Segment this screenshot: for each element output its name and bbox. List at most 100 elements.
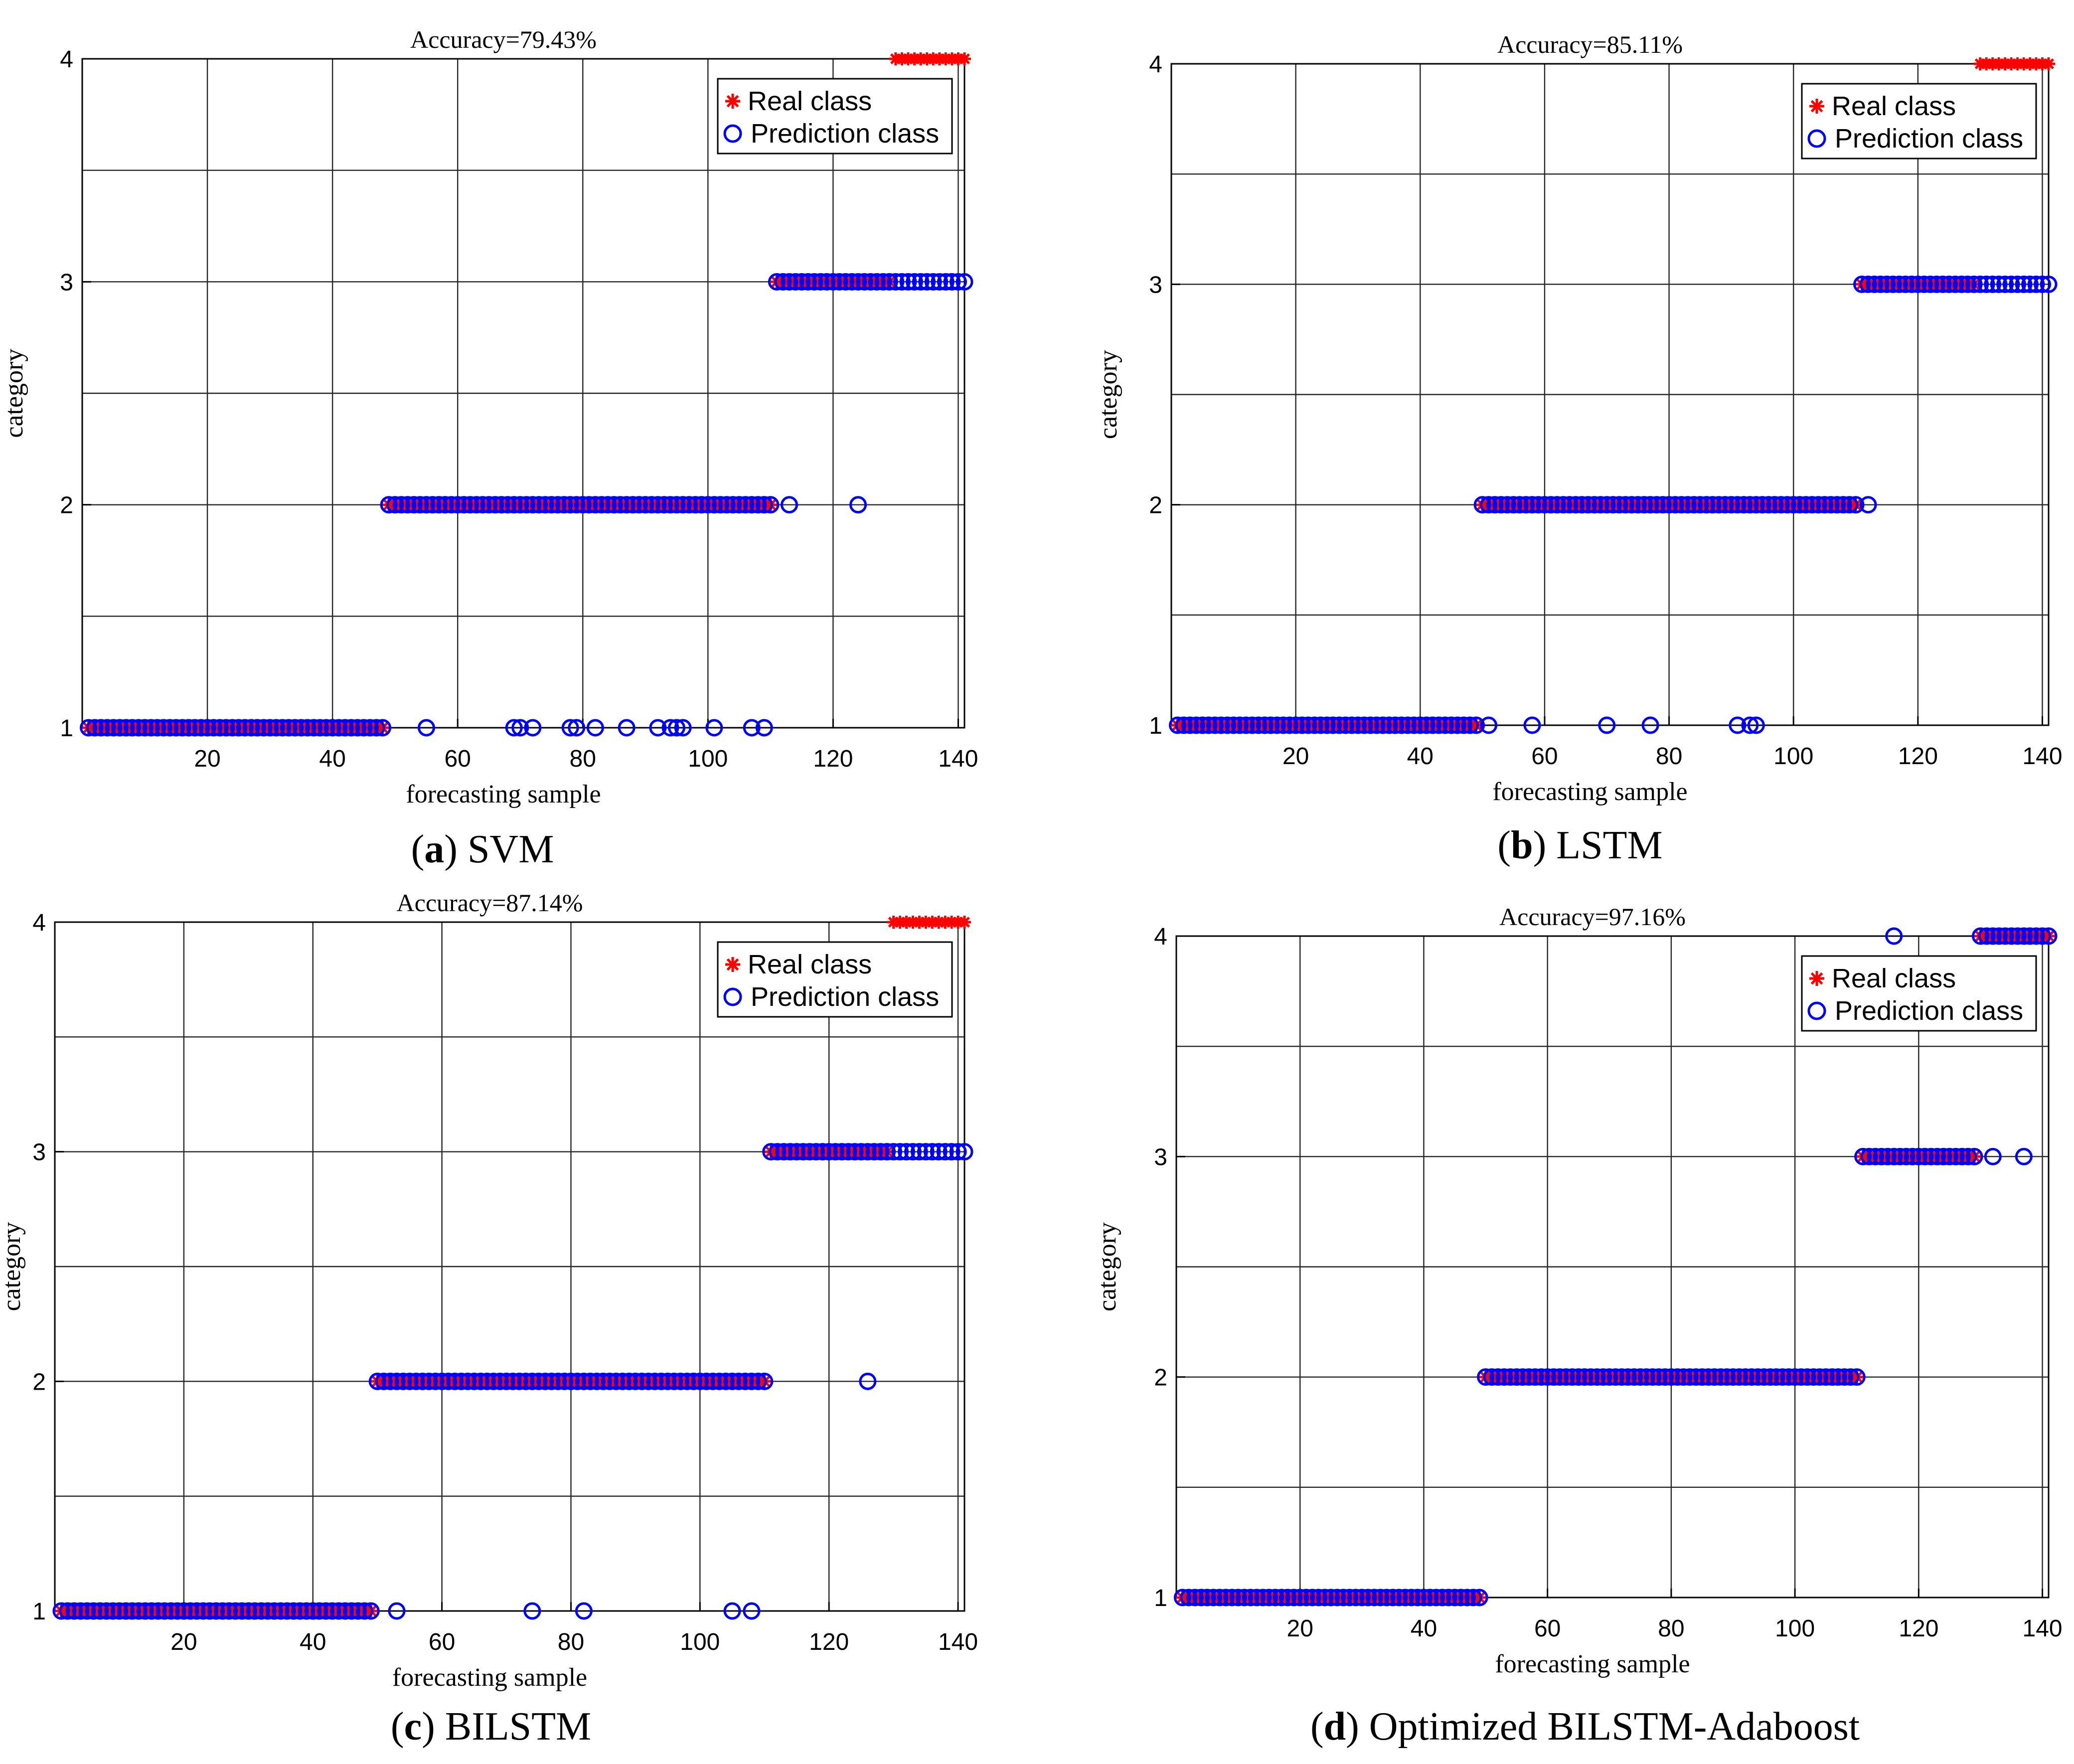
prediction-class-marker	[168, 1602, 186, 1620]
prediction-class-marker	[755, 496, 773, 514]
prediction-class-marker	[361, 719, 379, 737]
prediction-class-marker	[949, 273, 967, 291]
prediction-class-marker	[2015, 1147, 2033, 1165]
prediction-class-marker	[1934, 275, 1952, 293]
prediction-class-marker	[1501, 1368, 1519, 1386]
prediction-class-marker	[594, 1372, 612, 1390]
prediction-class-marker	[586, 496, 604, 514]
prediction-class-marker	[1523, 496, 1541, 514]
prediction-class-marker	[1378, 1589, 1396, 1606]
x-tick-label: 20	[170, 1629, 197, 1655]
prediction-class-marker	[956, 1143, 973, 1161]
prediction-class-marker	[1786, 1368, 1804, 1386]
prediction-class-marker	[1268, 716, 1286, 734]
prediction-class-marker	[1545, 1368, 1563, 1386]
legend-box	[1801, 83, 2037, 160]
caption-model-name: BILSTM	[445, 1705, 591, 1749]
x-axis-label: forecasting sample	[392, 1663, 587, 1692]
prediction-class-marker	[1971, 927, 1989, 945]
prediction-class-marker	[179, 719, 197, 737]
x-tick-label: 60	[1534, 1615, 1561, 1642]
prediction-class-marker	[1984, 275, 2002, 293]
prediction-class-marker	[774, 273, 792, 291]
prediction-class-marker	[1267, 1589, 1284, 1606]
legend-prediction-class-label: Prediction class	[1835, 996, 2023, 1026]
prediction-class-marker	[259, 1602, 277, 1620]
prediction-class-marker	[291, 1602, 309, 1620]
caption-letter: d	[1324, 1705, 1346, 1749]
prediction-class-marker	[824, 273, 842, 291]
prediction-class-marker	[555, 496, 573, 514]
prediction-class-marker	[1940, 1147, 1958, 1165]
prediction-class-marker	[1588, 1368, 1606, 1386]
prediction-class-marker	[1464, 1589, 1482, 1606]
prediction-class-marker	[480, 496, 498, 514]
grid	[1171, 63, 2049, 726]
prediction-class-marker	[724, 496, 742, 514]
prediction-class-series	[1168, 275, 2058, 734]
prediction-class-marker	[775, 1143, 793, 1161]
prediction-class-marker	[931, 273, 949, 291]
prediction-class-marker	[1180, 1589, 1198, 1606]
prediction-class-marker	[1759, 496, 1777, 514]
prediction-class-marker	[59, 1602, 77, 1620]
prediction-class-marker	[918, 273, 936, 291]
prediction-class-marker	[186, 719, 204, 737]
prediction-class-marker	[575, 1372, 593, 1390]
prediction-class-marker	[674, 719, 692, 737]
prediction-class-marker	[1403, 1589, 1421, 1606]
prediction-class-marker	[149, 1602, 167, 1620]
prediction-class-marker	[1699, 1368, 1717, 1386]
prediction-class-marker	[136, 719, 154, 737]
prediction-class-marker	[1473, 496, 1491, 514]
prediction-class-marker	[1427, 1589, 1445, 1606]
prediction-class-marker	[188, 1602, 206, 1620]
prediction-class-marker	[374, 719, 392, 737]
prediction-class-marker	[1231, 716, 1249, 734]
prediction-class-marker	[710, 1372, 728, 1390]
prediction-class-marker	[524, 496, 542, 514]
prediction-class-marker	[1916, 1147, 1934, 1165]
prediction-class-marker	[561, 496, 579, 514]
prediction-class-marker	[1996, 275, 2014, 293]
prediction-class-marker	[292, 719, 310, 737]
prediction-class-marker	[72, 1602, 90, 1620]
x-tick-label: 40	[300, 1629, 326, 1655]
prediction-class-marker	[1508, 1368, 1526, 1386]
prediction-class-marker	[1297, 1589, 1315, 1606]
prediction-class-marker	[624, 496, 642, 514]
prediction-class-marker	[142, 719, 160, 737]
prediction-class-marker	[1250, 716, 1268, 734]
prediction-class-marker	[1223, 1589, 1241, 1606]
prediction-class-marker	[865, 1143, 883, 1161]
prediction-class-marker	[1448, 716, 1466, 734]
prediction-class-marker	[1635, 496, 1653, 514]
prediction-class-marker	[1243, 716, 1261, 734]
prediction-class-marker	[523, 1372, 541, 1390]
real-class-series	[1176, 930, 2055, 1604]
prediction-class-marker	[762, 1143, 780, 1161]
prediction-class-marker	[1804, 1368, 1822, 1386]
prediction-class-marker	[486, 496, 504, 514]
prediction-class-marker	[1809, 496, 1827, 514]
prediction-class-marker	[1604, 496, 1622, 514]
x-axis-label: forecasting sample	[1492, 778, 1687, 806]
prediction-class-marker	[2040, 275, 2058, 293]
prediction-class-marker	[1598, 496, 1616, 514]
prediction-class-marker	[639, 1372, 657, 1390]
prediction-class-marker	[1592, 496, 1609, 514]
caption-model-name: Optimized BILSTM-Adaboost	[1369, 1705, 1860, 1749]
prediction-class-marker	[1616, 496, 1634, 514]
prediction-class-marker	[655, 496, 673, 514]
prediction-class-marker	[505, 496, 523, 514]
prediction-class-marker	[1641, 496, 1659, 514]
real-class-marker	[2042, 930, 2055, 943]
prediction-class-marker	[499, 496, 517, 514]
prediction-class-marker	[1915, 275, 1933, 293]
prediction-class-marker	[1361, 716, 1379, 734]
prediction-class-marker	[1803, 496, 1821, 514]
prediction-class-marker	[781, 496, 798, 514]
prediction-class-marker	[1312, 716, 1330, 734]
prediction-class-marker	[1784, 496, 1802, 514]
prediction-class-marker	[104, 1602, 122, 1620]
